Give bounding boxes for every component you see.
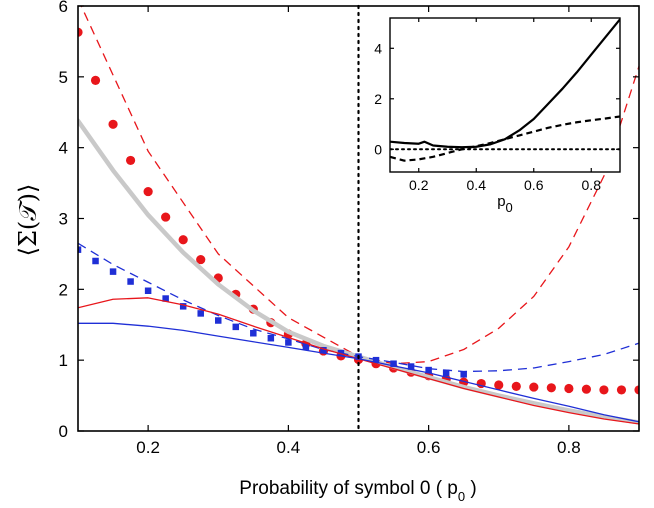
series-4-square — [78, 246, 82, 253]
y-axis-label: ⟨Σ(𝒯)⟩ — [14, 184, 42, 257]
main-x-tick-labels: 0.2 0.4 0.6 0.8 — [136, 438, 580, 457]
series-4-square — [302, 343, 310, 350]
x-tick-label: 0.8 — [582, 177, 602, 193]
series-1-point — [125, 155, 136, 166]
main-axis-ticks — [78, 5, 639, 432]
x-tick-label: 0.6 — [417, 438, 441, 457]
series-4-square — [442, 369, 450, 377]
series-1-point — [546, 383, 556, 393]
series-4-square — [390, 360, 397, 367]
x-tick-label: 0.4 — [277, 438, 301, 457]
series-4-square — [250, 330, 257, 337]
y-tick-label: 3 — [59, 210, 68, 229]
inset-series-group — [390, 18, 620, 162]
series-1-point — [108, 119, 118, 129]
series-4-square — [215, 317, 222, 324]
y-tick-label: 2 — [59, 280, 68, 299]
series-4-square — [127, 278, 134, 285]
series-1-point — [196, 254, 206, 265]
x-tick-label: 0.8 — [557, 438, 581, 457]
inset-x-tick-labels: 0.2 0.4 0.6 0.8 — [409, 177, 601, 193]
series-4-square — [197, 310, 204, 317]
series-1-point — [581, 384, 592, 394]
x-tick-label: 0.6 — [524, 177, 544, 193]
series-4-square — [162, 295, 169, 302]
main-y-tick-labels: 0 1 2 3 4 5 6 — [59, 0, 68, 441]
series-1-point — [511, 381, 521, 391]
series-4-square — [232, 323, 240, 331]
series-1-point — [564, 383, 574, 394]
inset-plot-frame — [389, 17, 621, 173]
x-axis-label: Probability of symbol 0 ( p0 ) — [239, 478, 476, 504]
series-1-point — [634, 385, 639, 395]
y-tick-label: 0 — [374, 141, 382, 157]
series-4-square — [144, 287, 152, 294]
inset-y-tick-labels: 0 2 4 — [374, 40, 382, 157]
series-1-point — [143, 186, 153, 197]
series-4-square — [92, 257, 99, 265]
series-1-point — [161, 212, 171, 222]
series-1-point — [494, 380, 504, 390]
main-plot: 0.2 0.4 0.6 0.8 0 1 2 3 4 5 6 Probability of symb… — [14, 0, 640, 504]
series-4-square — [425, 366, 432, 374]
inset-axis-ticks — [390, 18, 620, 172]
y-tick-label: 5 — [59, 68, 68, 87]
series-1-point — [529, 382, 539, 392]
series-1-point — [78, 27, 83, 37]
y-tick-label: 2 — [374, 91, 382, 107]
series-1-point — [616, 385, 627, 395]
series-4-square — [407, 363, 415, 370]
series-1-point — [178, 235, 188, 245]
series-0-line — [80, 6, 639, 365]
series-4-square — [109, 268, 117, 275]
y-tick-label: 0 — [59, 422, 68, 441]
y-tick-label: 4 — [59, 139, 68, 158]
x-tick-label: 0.2 — [409, 177, 429, 193]
x-tick-label: 0.2 — [136, 438, 160, 457]
series-4-square — [179, 303, 187, 310]
inset-x-axis-label: p0 — [497, 193, 513, 215]
x-tick-label: 0.4 — [467, 177, 487, 193]
series-4-square — [267, 334, 275, 342]
series-1-point — [599, 385, 609, 395]
inset-background — [390, 18, 620, 172]
y-tick-label: 4 — [374, 40, 382, 56]
series-4-square — [460, 371, 467, 378]
series-1-point — [90, 75, 101, 85]
y-tick-label: 1 — [59, 351, 68, 370]
series-4-square — [320, 347, 327, 354]
series-4-square — [285, 339, 292, 346]
series-4-square — [372, 356, 380, 364]
series-4-square — [337, 349, 345, 357]
y-tick-label: 6 — [59, 0, 68, 16]
inset-plot: 0.2 0.4 0.6 0.8 0 2 4 p0 — [374, 17, 621, 215]
